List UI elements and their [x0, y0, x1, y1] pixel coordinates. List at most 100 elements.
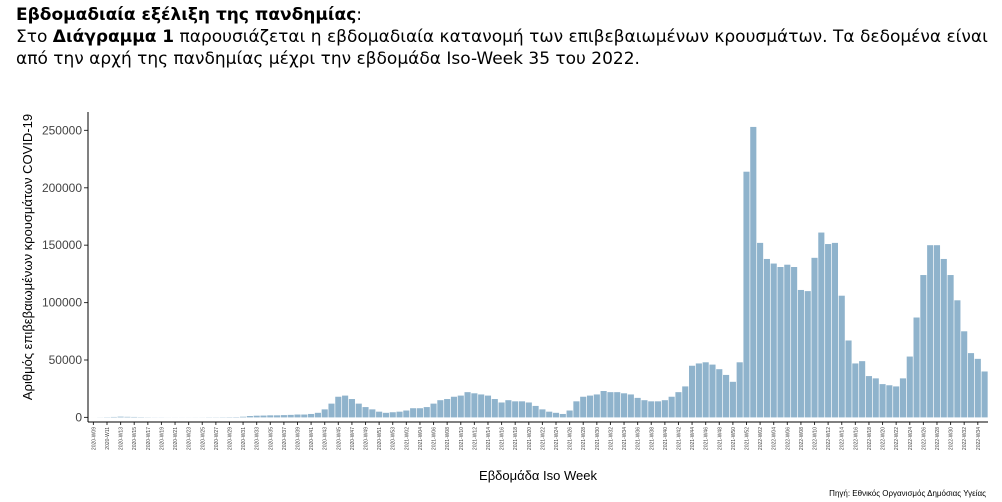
bar — [763, 258, 770, 418]
bar — [566, 410, 573, 418]
bar — [246, 416, 253, 418]
x-tick-label: 2021-W02 — [404, 427, 410, 450]
bar — [757, 242, 764, 418]
x-tick-label: 2022-W10 — [813, 427, 819, 450]
x-tick-label: 2020-W45 — [336, 427, 342, 450]
bar — [940, 258, 947, 418]
bar — [620, 393, 628, 418]
bar — [355, 403, 362, 418]
x-tick-label: 2021-W08 — [445, 427, 451, 450]
x-tick-label: 2021-W50 — [731, 427, 737, 450]
bar — [933, 245, 941, 418]
bar — [586, 395, 594, 418]
bar — [240, 416, 247, 418]
bar — [423, 407, 430, 418]
x-tick-label: 2022-W34 — [976, 427, 982, 450]
bar — [600, 391, 607, 418]
bar — [675, 392, 682, 418]
y-tick-label: 50000 — [49, 353, 83, 367]
source: Πηγή: Εθνικός Οργανισμός Δημόσιας Υγείας — [829, 489, 986, 498]
bar — [899, 378, 907, 418]
bar — [872, 378, 879, 418]
bar — [491, 399, 498, 418]
bar — [654, 401, 662, 418]
y-axis-label: Αριθμός επιβεβαιωμένων κρουσμάτων COVID-… — [20, 114, 35, 400]
bar — [580, 396, 587, 418]
bar — [736, 362, 743, 418]
bar — [314, 412, 321, 418]
x-tick-label: 2020-W39 — [295, 427, 301, 450]
y-tick-label: 0 — [75, 410, 82, 424]
x-tick-label: 2020-W53 — [391, 427, 397, 450]
bar — [791, 267, 798, 418]
x-tick-label: 2021-W32 — [608, 427, 614, 450]
x-tick-label: 2021-W52 — [744, 427, 750, 450]
bar — [389, 412, 396, 418]
bar — [396, 411, 403, 418]
bar — [641, 400, 648, 418]
x-tick-label: 2021-W24 — [554, 427, 560, 450]
bar — [689, 365, 696, 418]
bar — [954, 300, 961, 418]
header: Εβδομαδιαία εξέλιξη της πανδημίας: Στο Δ… — [16, 4, 996, 70]
bar — [274, 415, 281, 418]
bar — [505, 400, 512, 418]
bar — [981, 371, 988, 418]
bar — [906, 356, 913, 418]
x-tick-label: 2022-W30 — [949, 427, 955, 450]
bar — [593, 394, 600, 418]
bar — [614, 392, 621, 418]
x-tick-label: 2021-W42 — [676, 427, 682, 450]
bar — [743, 171, 750, 418]
x-tick-label: 2021-W34 — [622, 427, 628, 450]
bar — [430, 403, 437, 418]
bar — [471, 393, 478, 418]
x-tick-label: 2021-W48 — [717, 427, 723, 450]
bar — [484, 395, 492, 418]
bar — [525, 402, 532, 418]
bar — [627, 394, 634, 418]
x-tick-label: 2020-W51 — [377, 427, 383, 450]
x-tick-label: 2022-W14 — [840, 427, 846, 450]
bar — [444, 399, 451, 418]
bar — [879, 384, 886, 418]
bar — [416, 408, 424, 418]
bar — [267, 415, 274, 418]
bar — [348, 399, 355, 418]
title: Εβδομαδιαία εξέλιξη της πανδημίας — [16, 5, 357, 25]
bar — [947, 275, 954, 418]
x-tick-label: 2021-W28 — [581, 427, 587, 450]
bar — [682, 386, 689, 418]
bar — [294, 414, 301, 418]
x-tick-label: 2022-W16 — [853, 427, 859, 450]
bar — [784, 264, 791, 418]
x-tick-label: 2020-W35 — [268, 427, 274, 450]
bar — [797, 289, 804, 418]
x-tick-label: 2021-W06 — [432, 427, 438, 450]
bar — [518, 401, 526, 418]
x-tick-label: 2021-W44 — [690, 427, 696, 450]
x-tick-label: 2022-W18 — [867, 427, 873, 450]
bar — [967, 353, 975, 418]
bar — [450, 396, 458, 418]
bar — [464, 392, 471, 418]
bar — [723, 374, 730, 418]
bar — [927, 245, 934, 418]
intro-start: Στο — [16, 27, 48, 47]
x-tick-label: 2020-W33 — [255, 427, 261, 450]
bar — [695, 363, 702, 418]
x-tick-label: 2020-W29 — [227, 427, 233, 450]
bar — [634, 397, 641, 418]
x-tick-label: 2021-W40 — [663, 427, 669, 450]
bar — [362, 407, 369, 418]
bar — [437, 400, 444, 418]
x-tick-label: 2021-W04 — [418, 427, 424, 450]
bar — [478, 394, 485, 418]
x-tick-label: 2020-W41 — [309, 427, 315, 450]
bar — [661, 400, 668, 418]
x-tick-label: 2020-W31 — [241, 427, 247, 450]
x-tick-label: 2022-W04 — [772, 427, 778, 450]
bar — [260, 415, 267, 418]
